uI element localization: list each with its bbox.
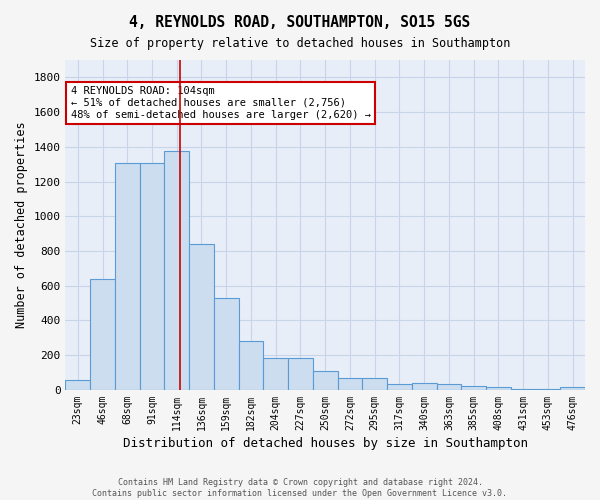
Bar (461, 386, 486, 390)
Bar (65, 380, 90, 390)
Bar (387, 384, 412, 390)
Bar (239, 342, 263, 390)
Bar (362, 378, 387, 390)
Bar (189, 244, 214, 390)
Text: Contains HM Land Registry data © Crown copyright and database right 2024.
Contai: Contains HM Land Registry data © Crown c… (92, 478, 508, 498)
Bar (560, 388, 585, 390)
Bar (263, 358, 288, 390)
Bar (486, 388, 511, 390)
Bar (140, 164, 164, 390)
Bar (536, 389, 560, 390)
Bar (437, 384, 461, 390)
Y-axis label: Number of detached properties: Number of detached properties (15, 122, 28, 328)
Bar (288, 358, 313, 390)
Bar (115, 164, 140, 390)
Bar (313, 371, 338, 390)
Text: 4, REYNOLDS ROAD, SOUTHAMPTON, SO15 5GS: 4, REYNOLDS ROAD, SOUTHAMPTON, SO15 5GS (130, 15, 470, 30)
Bar (164, 151, 189, 390)
Bar (338, 378, 362, 390)
Bar (214, 298, 239, 390)
Bar (90, 279, 115, 390)
Text: Size of property relative to detached houses in Southampton: Size of property relative to detached ho… (90, 38, 510, 51)
Text: 4 REYNOLDS ROAD: 104sqm
← 51% of detached houses are smaller (2,756)
48% of semi: 4 REYNOLDS ROAD: 104sqm ← 51% of detache… (71, 86, 371, 120)
Bar (511, 389, 536, 390)
X-axis label: Distribution of detached houses by size in Southampton: Distribution of detached houses by size … (123, 437, 528, 450)
Bar (412, 383, 437, 390)
